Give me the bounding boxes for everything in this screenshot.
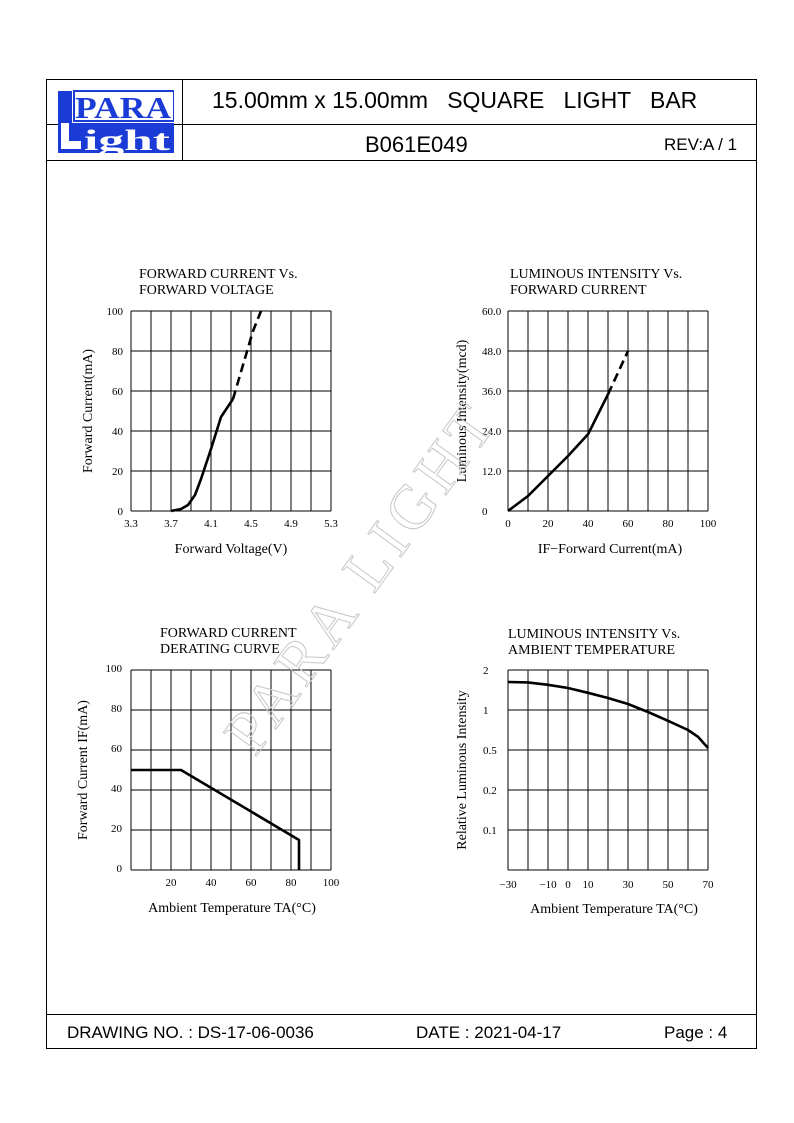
chart3-title-line2: DERATING CURVE: [160, 642, 280, 657]
chart4-xlabel: Ambient Temperature TA(°C): [530, 902, 698, 917]
chart1-xtick-label: 4.1: [204, 518, 218, 530]
chart1-ytick-label: 40: [112, 426, 124, 438]
chart4-title-line1: LUMINOUS INTENSITY Vs.: [508, 627, 680, 642]
chart2-ytick-label: 36.0: [482, 386, 502, 398]
chart4-xtick-label: 30: [623, 879, 635, 891]
drawing-number: DRAWING NO. : DS-17-06-0036: [67, 1023, 314, 1042]
chart2-series-line-1: [507, 393, 610, 513]
chart3-series-line-1: [131, 768, 301, 870]
para-light-logo: PARA ight: [58, 89, 175, 157]
chart4-xtick-label: 70: [703, 879, 715, 891]
logo-para-text: PARA: [75, 90, 172, 125]
chart3-xtick-label: 20: [166, 877, 178, 889]
chart2-ytick-label: 60.0: [482, 306, 502, 318]
chart4-ytick-label: 0.1: [483, 825, 497, 837]
chart1-xlabel: Forward Voltage(V): [175, 542, 288, 557]
chart1-ytick-label: 0: [118, 506, 124, 518]
chart1-title-line2: FORWARD VOLTAGE: [139, 283, 274, 298]
chart2-title-line1: LUMINOUS INTENSITY Vs.: [510, 267, 682, 282]
chart3-ylabel: Forward Current IF(mA): [76, 700, 91, 840]
chart4-ylabel: Relative Luminous Intensity: [455, 690, 470, 849]
chart4-ytick-label: 1: [483, 705, 489, 717]
logo-light-text: ight: [84, 124, 170, 155]
chart1-ytick-label: 20: [112, 466, 124, 478]
chart2-xtick-label: 40: [583, 518, 595, 530]
chart3-ytick-label: 100: [106, 663, 123, 675]
chart2-title-line2: FORWARD CURRENT: [510, 283, 647, 298]
chart3-ytick-label: 60: [111, 743, 123, 755]
revision: REV:A / 1: [664, 135, 738, 154]
chart3-xlabel: Ambient Temperature TA(°C): [148, 901, 316, 916]
document-date: DATE : 2021-04-17: [416, 1023, 562, 1042]
chart2-xlabel: IF−Forward Current(mA): [538, 542, 683, 557]
chart2-ytick-label: 48.0: [482, 346, 502, 358]
chart1-xtick-label: 3.7: [164, 518, 178, 530]
chart3-ytick-label: 80: [111, 703, 123, 715]
chart2-xtick-label: 80: [663, 518, 675, 530]
chart3-xtick-label: 80: [286, 877, 298, 889]
logo-divider: [182, 79, 183, 160]
chart4-xtick-label: −30: [499, 879, 517, 891]
part-number: B061E049: [365, 132, 468, 157]
chart1-ylabel: Forward Current(mA): [81, 349, 96, 473]
chart3-ytick-label: 0: [117, 863, 123, 875]
drawing-frame: [46, 79, 757, 1049]
chart2-xtick-label: 20: [543, 518, 555, 530]
chart4-ytick-label: 2: [483, 665, 489, 677]
chart1-xtick-label: 3.3: [124, 518, 138, 530]
chart3-ytick-label: 20: [111, 823, 123, 835]
chart2-series-line-2: [606, 350, 630, 395]
chart1-xtick-label: 4.9: [284, 518, 298, 530]
chart2-ylabel: Luminous Intensity(mcd): [455, 339, 470, 482]
header-bottom-border: [46, 160, 757, 161]
chart1-ytick-label: 60: [112, 386, 124, 398]
chart4-ytick-label: 0.2: [483, 785, 497, 797]
chart4-xtick-label: 10: [583, 879, 595, 891]
chart2-xtick-label: 100: [700, 518, 717, 530]
chart2-ytick-label: 24.0: [482, 426, 502, 438]
chart2-xtick-label: 0: [505, 518, 511, 530]
chart3-title-line1: FORWARD CURRENT: [160, 626, 297, 641]
chart1-series-line-1: [170, 398, 235, 513]
chart4-title-line2: AMBIENT TEMPERATURE: [508, 643, 675, 658]
chart3-xtick-label: 100: [323, 877, 340, 889]
chart1-ytick-label: 80: [112, 346, 124, 358]
chart1-title-line1: FORWARD CURRENT Vs.: [139, 267, 298, 282]
chart2-xtick-label: 60: [623, 518, 635, 530]
chart4-xtick-label: 50: [663, 879, 675, 891]
chart4-series-line-1: [507, 680, 709, 749]
chart1-xtick-label: 4.5: [244, 518, 258, 530]
page-number: Page : 4: [664, 1023, 728, 1042]
document-title: 15.00mm x 15.00mm SQUARE LIGHT BAR: [212, 87, 698, 113]
footer-divider: [46, 1014, 757, 1015]
chart1-series-line-2: [231, 310, 263, 400]
chart2-ytick-label: 0: [482, 506, 488, 518]
chart3-ytick-label: 40: [111, 783, 123, 795]
chart2-ytick-label: 12.0: [482, 466, 502, 478]
chart4-xtick-label: 0: [565, 879, 571, 891]
chart3-xtick-label: 40: [206, 877, 218, 889]
chart1-xtick-label: 5.3: [324, 518, 338, 530]
chart4-ytick-label: 0.5: [483, 745, 497, 757]
chart3-xtick-label: 60: [246, 877, 258, 889]
header-divider: [46, 124, 757, 125]
chart4-xtick-label: −10: [539, 879, 557, 891]
chart1-ytick-label: 100: [107, 306, 124, 318]
